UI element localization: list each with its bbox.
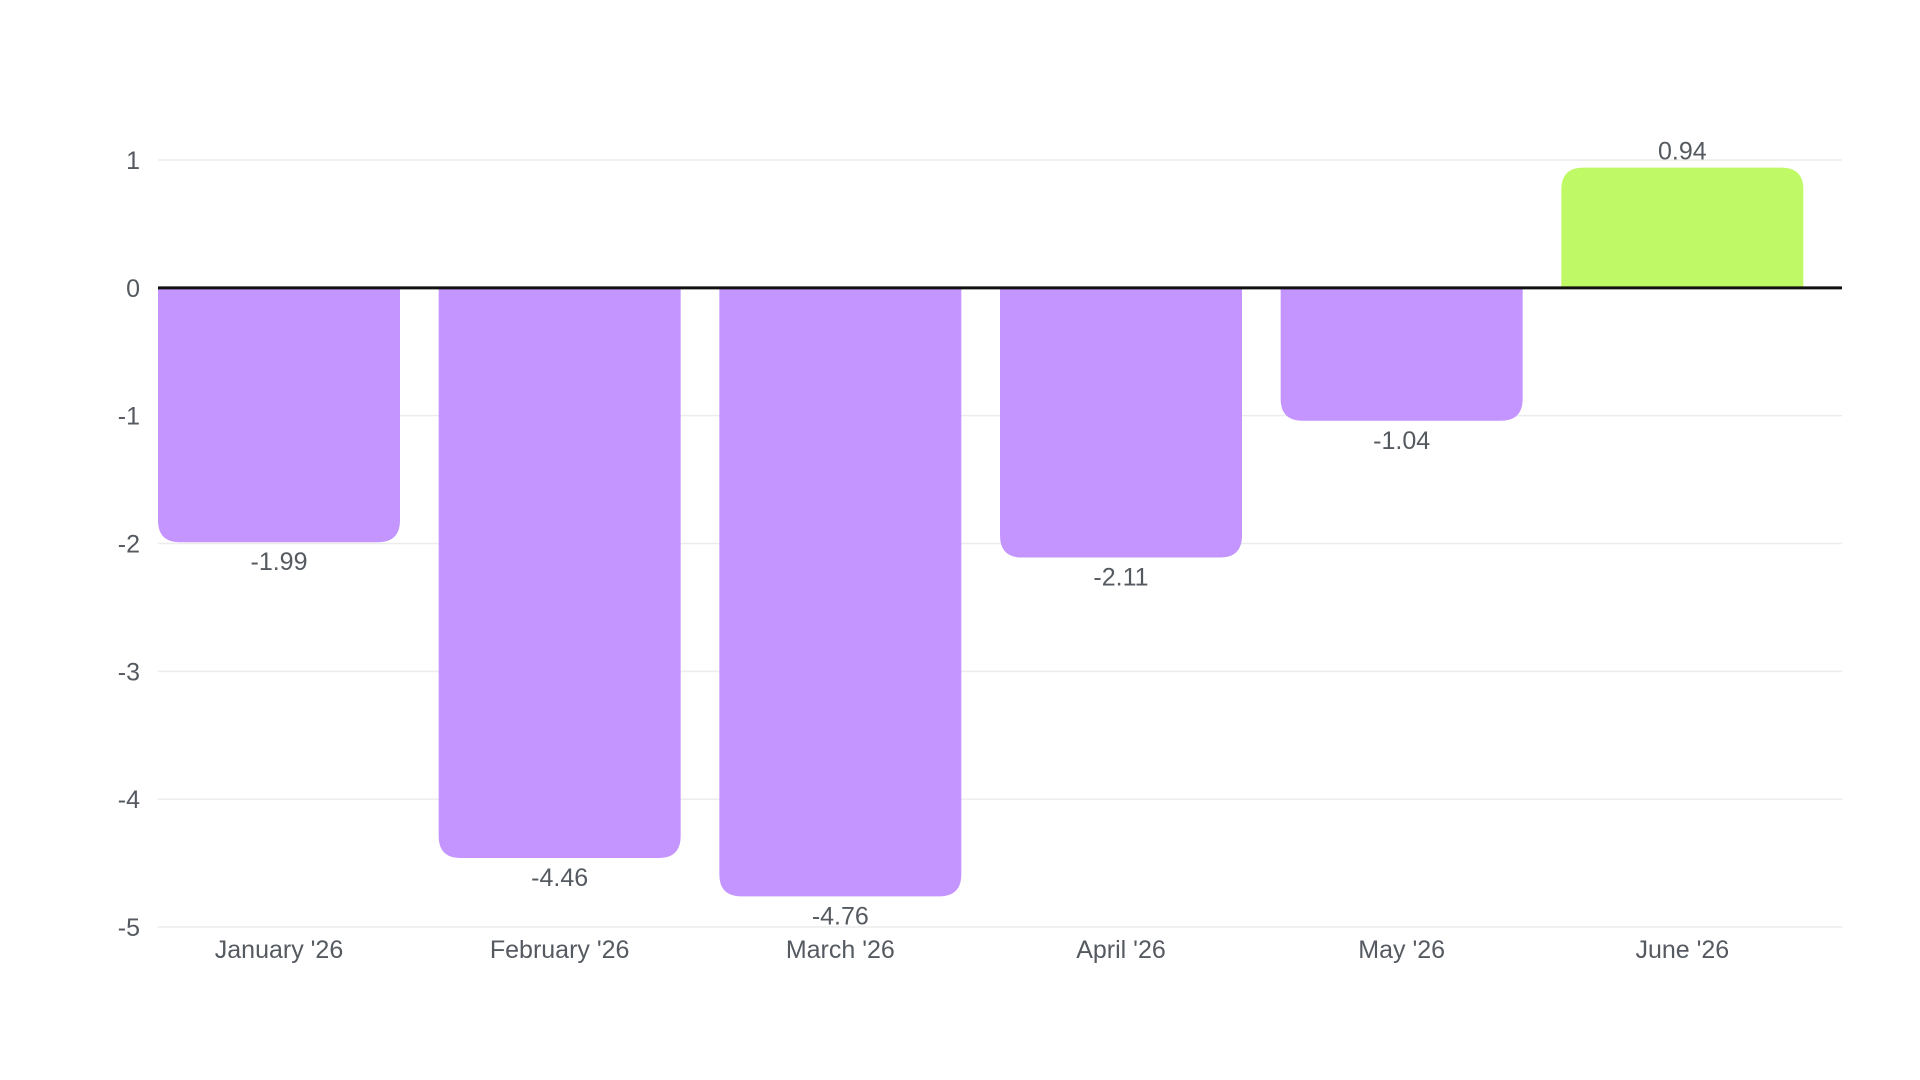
bar	[1000, 287, 1242, 558]
x-tick-label: January '26	[215, 936, 343, 964]
y-tick-label: 0	[126, 275, 140, 303]
bar	[438, 287, 681, 858]
x-tick-label: June '26	[1635, 936, 1729, 964]
bars	[158, 167, 1804, 897]
data-label: -1.99	[251, 548, 308, 576]
bar	[719, 287, 962, 897]
bar	[1280, 287, 1523, 421]
bar	[158, 287, 400, 543]
x-tick-label: March '26	[786, 936, 895, 964]
y-tick-label: -1	[118, 403, 140, 431]
x-axis: January '26 February '26 March '26 April '2…	[215, 936, 1729, 964]
x-tick-label: April '26	[1076, 936, 1166, 964]
x-tick-label: February '26	[490, 936, 630, 964]
y-tick-label: -4	[118, 786, 140, 814]
y-axis: 1 0 -1 -2 -3 -4 -5	[118, 147, 140, 942]
y-tick-label: 1	[126, 147, 140, 175]
data-label: -2.11	[1093, 564, 1148, 592]
data-label: -4.76	[812, 902, 869, 930]
data-label: 0.94	[1658, 138, 1707, 166]
y-tick-label: -3	[118, 658, 140, 686]
data-label: -1.04	[1373, 427, 1430, 455]
y-tick-label: -2	[118, 531, 140, 559]
data-label: -4.46	[531, 864, 588, 892]
y-tick-label: -5	[118, 914, 140, 942]
bar	[1561, 167, 1804, 288]
value-labels: -1.99 -4.46 -4.76 -2.11 -1.04 0.94	[251, 138, 1707, 931]
x-tick-label: May '26	[1358, 936, 1445, 964]
